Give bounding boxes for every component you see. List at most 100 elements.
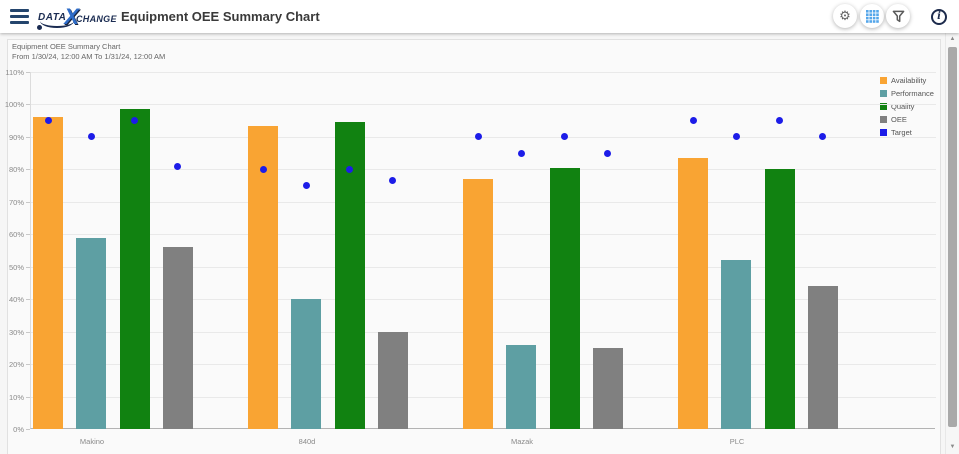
y-tick-label: 80%: [8, 165, 24, 175]
settings-button[interactable]: ⚙: [833, 4, 857, 28]
target-dot-makino-performance[interactable]: [87, 133, 95, 141]
legend-label: Performance: [891, 89, 934, 98]
bar-quality-840d[interactable]: [334, 122, 365, 429]
legend-label: Quality: [891, 102, 915, 111]
filter-button[interactable]: [886, 4, 910, 28]
y-tick-label: 20%: [8, 360, 24, 370]
table-view-button[interactable]: [860, 4, 884, 28]
bar-oee-mazak[interactable]: [592, 347, 623, 429]
target-dot-plc-quality[interactable]: [776, 117, 784, 125]
bar-quality-plc[interactable]: [764, 169, 795, 429]
bar-oee-840d[interactable]: [377, 331, 408, 429]
vertical-scrollbar[interactable]: ▲ ▼: [945, 33, 959, 454]
legend-label: OEE: [891, 115, 907, 124]
x-category-label-plc: PLC: [729, 437, 745, 446]
logo-swoosh: [37, 21, 74, 30]
y-tick-mark: [26, 169, 30, 171]
target-dot-mazak-oee[interactable]: [604, 149, 612, 157]
y-tick-mark: [26, 299, 30, 301]
hamburger-bar: [10, 15, 29, 18]
legend-label: Availability: [891, 76, 927, 85]
legend-swatch-oee: [880, 116, 887, 123]
target-dot-plc-oee[interactable]: [819, 133, 827, 141]
target-dot-mazak-availability[interactable]: [474, 133, 482, 141]
y-tick-mark: [26, 364, 30, 366]
y-axis: 0% 10% 20% 30% 40% 50% 60% 70% 80% 90% 100% 110%: [0, 68, 30, 434]
scroll-up-arrow-icon[interactable]: ▲: [949, 36, 956, 42]
y-tick-label: 40%: [8, 295, 24, 305]
app-header: DATA X CHANGE Equipment OEE Summary Char…: [0, 0, 959, 33]
bar-performance-plc[interactable]: [721, 260, 752, 429]
legend-item-performance[interactable]: Performance: [880, 87, 934, 100]
y-tick-mark: [26, 201, 30, 203]
y-tick-label: 10%: [8, 392, 24, 402]
bar-availability-plc[interactable]: [678, 158, 708, 429]
chart-legend: Availability Performance Quality OEE Target: [880, 74, 934, 139]
target-dot-mazak-quality[interactable]: [561, 133, 569, 141]
legend-item-target[interactable]: Target: [880, 126, 934, 139]
legend-item-availability[interactable]: Availability: [880, 74, 934, 87]
bar-quality-makino[interactable]: [119, 109, 150, 429]
target-dot-840d-oee[interactable]: [389, 177, 397, 185]
y-tick-label: 110%: [5, 68, 24, 77]
y-tick-mark: [26, 331, 30, 333]
gridline-80: [31, 169, 936, 171]
hamburger-bar: [10, 21, 29, 24]
chart-subtitle: From 1/30/24, 12:00 AM To 1/31/24, 12:00…: [12, 52, 166, 61]
x-category-label-mazak: Mazak: [510, 437, 534, 446]
y-tick-mark: [26, 266, 30, 268]
y-tick-label: 60%: [8, 230, 24, 240]
grid-icon: [865, 9, 879, 23]
y-tick-label: 90%: [8, 132, 24, 142]
y-tick-mark: [26, 104, 30, 106]
legend-swatch-availability: [880, 77, 887, 84]
bar-availability-makino[interactable]: [33, 117, 63, 429]
y-tick-mark: [26, 72, 30, 73]
legend-item-quality[interactable]: Quality: [880, 100, 934, 113]
logo-text-change: CHANGE: [75, 14, 117, 24]
funnel-icon: [892, 10, 904, 22]
y-tick-mark: [26, 234, 30, 236]
gridline-100: [31, 104, 936, 106]
y-tick-label: 50%: [8, 262, 24, 272]
bar-performance-mazak[interactable]: [506, 344, 537, 429]
target-dot-plc-performance[interactable]: [732, 133, 740, 141]
target-dot-makino-availability[interactable]: [44, 117, 52, 125]
scrollbar-thumb[interactable]: [948, 47, 957, 427]
y-tick-label: 100%: [4, 100, 24, 110]
bar-quality-mazak[interactable]: [549, 167, 580, 429]
legend-swatch-performance: [880, 90, 887, 97]
scroll-down-arrow-icon[interactable]: ▼: [949, 444, 956, 450]
target-dot-840d-performance[interactable]: [302, 182, 310, 190]
bar-performance-makino[interactable]: [76, 237, 107, 429]
legend-item-oee[interactable]: OEE: [880, 113, 934, 126]
target-dot-840d-availability[interactable]: [259, 165, 267, 173]
gridline-110: [31, 72, 936, 73]
y-tick-mark: [26, 396, 30, 398]
bar-performance-840d[interactable]: [291, 299, 322, 429]
info-button[interactable]: i: [931, 9, 947, 25]
gear-icon: ⚙: [839, 8, 851, 24]
target-dot-840d-quality[interactable]: [346, 165, 354, 173]
target-dot-plc-availability[interactable]: [689, 117, 697, 125]
y-tick-mark: [26, 429, 30, 430]
dataxchange-logo: DATA X CHANGE: [37, 4, 117, 30]
y-tick-label: 70%: [8, 197, 24, 207]
info-icon: i: [937, 11, 941, 22]
target-dot-mazak-performance[interactable]: [517, 149, 525, 157]
hamburger-bar: [10, 9, 29, 12]
target-dot-makino-quality[interactable]: [131, 117, 139, 125]
bar-availability-mazak[interactable]: [463, 179, 493, 429]
legend-swatch-target: [880, 129, 887, 136]
target-dot-makino-oee[interactable]: [174, 162, 182, 170]
bar-oee-plc[interactable]: [807, 286, 838, 429]
legend-label: Target: [891, 128, 912, 137]
logo-text-data: DATA: [38, 11, 67, 23]
legend-swatch-quality: [880, 103, 887, 110]
bar-oee-makino[interactable]: [162, 247, 193, 429]
x-category-label-840d: 840d: [298, 437, 316, 446]
bar-availability-840d[interactable]: [248, 125, 278, 429]
hamburger-menu-icon[interactable]: [10, 9, 29, 24]
chart-title: Equipment OEE Summary Chart: [12, 42, 121, 51]
